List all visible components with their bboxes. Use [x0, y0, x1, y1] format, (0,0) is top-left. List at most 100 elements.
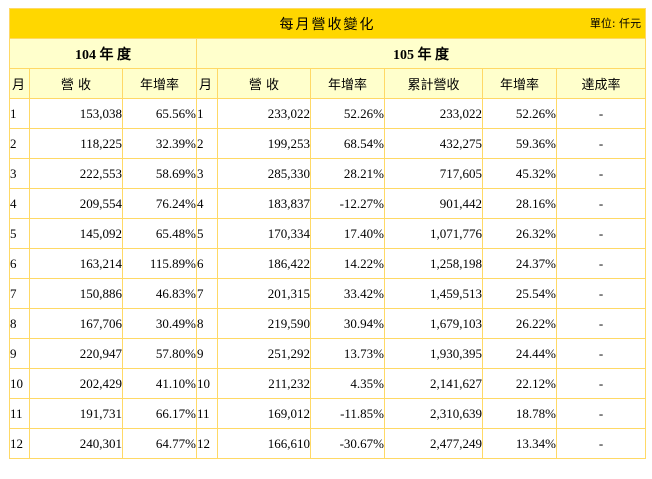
cell-revenue-105: 170,334	[217, 218, 311, 249]
cell-month-104: 5	[9, 218, 30, 249]
cell-revenue-105: 211,232	[217, 368, 311, 399]
cell-cumulative-105: 1,258,198	[384, 248, 483, 279]
table-row: 4 209,554 76.24% 4 183,837 -12.27% 901,442 28.1…	[9, 188, 647, 219]
table-row: 9 220,947 57.80% 9 251,292 13.73% 1,930,395 24.…	[9, 338, 647, 369]
cell-revenue-104: 150,886	[29, 278, 123, 309]
cell-achievement-105: -	[555, 428, 647, 459]
cell-achievement-105: -	[555, 128, 647, 159]
cell-cumulative-yoy-105: 26.22%	[482, 308, 557, 339]
cell-revenue-105: 233,022	[217, 98, 311, 129]
cell-month-104: 4	[9, 188, 30, 219]
cell-yoy-105: 14.22%	[310, 248, 385, 279]
table-row: 12 240,301 64.77% 12 166,610 -30.67% 2,477,249…	[9, 428, 647, 459]
cell-cumulative-yoy-105: 24.44%	[482, 338, 557, 369]
cell-month-105: 5	[196, 218, 218, 249]
header-cumulative-105: 累計營收	[384, 68, 483, 99]
cell-revenue-104: 202,429	[29, 368, 123, 399]
cell-revenue-105: 183,837	[217, 188, 311, 219]
cell-cumulative-105: 1,930,395	[384, 338, 483, 369]
cell-yoy-105: -11.85%	[310, 398, 385, 429]
table-row: 11 191,731 66.17% 11 169,012 -11.85% 2,310,639…	[9, 398, 647, 429]
cell-yoy-105: 4.35%	[310, 368, 385, 399]
cell-revenue-105: 219,590	[217, 308, 311, 339]
table-row: 5 145,092 65.48% 5 170,334 17.40% 1,071,776 26.…	[9, 218, 647, 249]
table-row: 8 167,706 30.49% 8 219,590 30.94% 1,679,103 26.…	[9, 308, 647, 339]
cell-month-105: 10	[196, 368, 218, 399]
header-cumulative-yoy-105: 年增率	[482, 68, 557, 99]
column-header-row: 月 營 收 年增率 月 營 收 年增率 累計營收 年增率 達成率	[9, 68, 647, 99]
cell-month-105: 2	[196, 128, 218, 159]
monthly-revenue-table: 每月營收變化 單位: 仟元 104 年 度 105 年 度 月 營 收 年增率 …	[8, 8, 647, 459]
cell-yoy-105: 68.54%	[310, 128, 385, 159]
cell-yoy-104: 57.80%	[122, 338, 197, 369]
header-revenue-105: 營 收	[217, 68, 311, 99]
cell-yoy-105: 33.42%	[310, 278, 385, 309]
cell-month-105: 3	[196, 158, 218, 189]
cell-cumulative-105: 1,071,776	[384, 218, 483, 249]
cell-month-105: 6	[196, 248, 218, 279]
cell-revenue-105: 251,292	[217, 338, 311, 369]
cell-revenue-104: 153,038	[29, 98, 123, 129]
cell-yoy-105: -12.27%	[310, 188, 385, 219]
cell-month-104: 8	[9, 308, 30, 339]
header-month-104: 月	[9, 68, 30, 99]
cell-yoy-104: 58.69%	[122, 158, 197, 189]
cell-achievement-105: -	[555, 338, 647, 369]
cell-yoy-104: 65.56%	[122, 98, 197, 129]
year-105-header: 105 年 度	[195, 38, 647, 69]
cell-cumulative-105: 1,459,513	[384, 278, 483, 309]
cell-achievement-105: -	[555, 278, 647, 309]
revenue-table-container: 每月營收變化 單位: 仟元 104 年 度 105 年 度 月 營 收 年增率 …	[8, 8, 647, 459]
cell-month-105: 4	[196, 188, 218, 219]
cell-cumulative-yoy-105: 18.78%	[482, 398, 557, 429]
cell-achievement-105: -	[555, 218, 647, 249]
cell-month-104: 12	[9, 428, 30, 459]
cell-cumulative-105: 717,605	[384, 158, 483, 189]
cell-yoy-104: 64.77%	[122, 428, 197, 459]
cell-yoy-104: 65.48%	[122, 218, 197, 249]
cell-cumulative-yoy-105: 59.36%	[482, 128, 557, 159]
table-row: 10 202,429 41.10% 10 211,232 4.35% 2,141,627 22…	[9, 368, 647, 399]
cell-yoy-104: 76.24%	[122, 188, 197, 219]
header-achievement-105: 達成率	[555, 68, 647, 99]
cell-revenue-105: 201,315	[217, 278, 311, 309]
cell-month-104: 1	[9, 98, 30, 129]
cell-revenue-104: 145,092	[29, 218, 123, 249]
cell-revenue-105: 186,422	[217, 248, 311, 279]
cell-cumulative-yoy-105: 52.26%	[482, 98, 557, 129]
cell-revenue-104: 191,731	[29, 398, 123, 429]
table-row: 3 222,553 58.69% 3 285,330 28.21% 717,605 45.32…	[9, 158, 647, 189]
cell-achievement-105: -	[555, 368, 647, 399]
cell-revenue-104: 209,554	[29, 188, 123, 219]
cell-yoy-105: 30.94%	[310, 308, 385, 339]
cell-yoy-105: 17.40%	[310, 218, 385, 249]
cell-achievement-105: -	[555, 158, 647, 189]
table-row: 6 163,214 115.89% 6 186,422 14.22% 1,258,198 24…	[9, 248, 647, 279]
cell-yoy-105: -30.67%	[310, 428, 385, 459]
header-yoy-105: 年增率	[310, 68, 385, 99]
header-month-105: 月	[196, 68, 218, 99]
cell-cumulative-yoy-105: 24.37%	[482, 248, 557, 279]
cell-month-104: 6	[9, 248, 30, 279]
cell-revenue-105: 285,330	[217, 158, 311, 189]
cell-month-104: 3	[9, 158, 30, 189]
cell-yoy-104: 41.10%	[122, 368, 197, 399]
cell-revenue-104: 118,225	[29, 128, 123, 159]
cell-achievement-105: -	[555, 398, 647, 429]
cell-cumulative-yoy-105: 26.32%	[482, 218, 557, 249]
cell-cumulative-yoy-105: 25.54%	[482, 278, 557, 309]
cell-achievement-105: -	[555, 308, 647, 339]
cell-cumulative-105: 2,141,627	[384, 368, 483, 399]
cell-month-105: 12	[196, 428, 218, 459]
cell-month-104: 7	[9, 278, 30, 309]
cell-yoy-104: 30.49%	[122, 308, 197, 339]
cell-yoy-104: 66.17%	[122, 398, 197, 429]
table-row: 7 150,886 46.83% 7 201,315 33.42% 1,459,513 25.…	[9, 278, 647, 309]
title-row: 每月營收變化 單位: 仟元	[8, 8, 647, 39]
cell-cumulative-105: 233,022	[384, 98, 483, 129]
cell-achievement-105: -	[555, 188, 647, 219]
cell-revenue-105: 166,610	[217, 428, 311, 459]
cell-month-105: 8	[196, 308, 218, 339]
cell-cumulative-yoy-105: 22.12%	[482, 368, 557, 399]
year-104-header: 104 年 度	[9, 38, 197, 69]
